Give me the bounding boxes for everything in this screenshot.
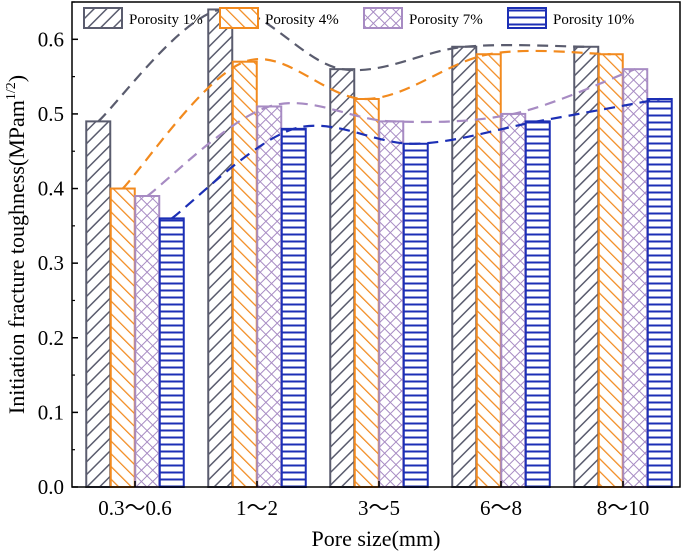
legend-label-4: Porosity 10% (553, 12, 634, 28)
y-tick-label: 0.3 (38, 251, 64, 275)
y-tick-label: 0.5 (38, 102, 64, 126)
bar-4-3 (402, 142, 429, 488)
bar-2-5 (597, 53, 624, 488)
bar-3-2 (256, 105, 283, 488)
trend-lines-layer (97, 7, 660, 220)
bar-1-5 (573, 45, 600, 489)
legend-label-1: Porosity 1% (129, 12, 203, 28)
legend: Porosity 1% Porosity 4% Porosity 7% Porosit… (83, 7, 634, 29)
legend-swatch-4 (507, 7, 547, 29)
y-axis-label-sup: 1/2 (4, 82, 19, 100)
legend-swatch-2 (219, 7, 259, 29)
x-tick-label: 6～8 (480, 496, 522, 520)
x-tick-label: 8～10 (597, 496, 650, 520)
legend-swatch-1 (83, 7, 123, 29)
legend-swatch-3 (363, 7, 403, 29)
legend-label-3: Porosity 7% (409, 12, 483, 28)
x-axis-label: Pore size(mm) (312, 526, 441, 551)
bar-4-1 (158, 217, 185, 488)
legend-label-2: Porosity 4% (265, 12, 339, 28)
bar-2-1 (109, 187, 136, 489)
plot-frame (71, 1, 681, 488)
trend-line-2 (121, 49, 611, 190)
y-tick-label: 0.2 (38, 326, 64, 350)
y-axis-label-close: ) (4, 75, 29, 82)
trend-line-3 (146, 68, 636, 197)
y-tick-label: 0.0 (38, 475, 64, 499)
ticks-layer: 0.0 0.1 0.2 0.3 0.4 0.5 0.6 0.3～0.6 1～2 3～5 6～8 8～1… (38, 1, 650, 520)
x-tick-label: 0.3～0.6 (98, 496, 172, 520)
bar-4-2 (280, 127, 307, 488)
x-tick-label: 3～5 (358, 496, 400, 520)
bar-3-5 (622, 68, 649, 489)
x-tick-label: 1～2 (236, 496, 278, 520)
bar-1-1 (85, 120, 112, 488)
bar-3-4 (500, 112, 527, 489)
y-tick-label: 0.6 (38, 27, 64, 51)
y-axis-label-main: Initiation fracture toughness(MPam (4, 100, 29, 414)
y-axis-label: Initiation fracture toughness(MPam1/2) (4, 75, 29, 414)
bar-4-5 (646, 98, 673, 488)
bar-1-2 (207, 8, 234, 488)
trend-line-4 (171, 97, 660, 220)
y-tick-label: 0.4 (38, 177, 65, 201)
bar-3-3 (378, 120, 405, 488)
bar-2-3 (353, 98, 380, 488)
bar-4-4 (524, 120, 551, 488)
bar-1-3 (329, 68, 356, 489)
bar-2-2 (231, 60, 258, 488)
bar-1-4 (451, 45, 478, 489)
bar-3-1 (134, 195, 161, 488)
bars-layer (85, 8, 673, 489)
y-tick-label: 0.1 (38, 400, 64, 424)
